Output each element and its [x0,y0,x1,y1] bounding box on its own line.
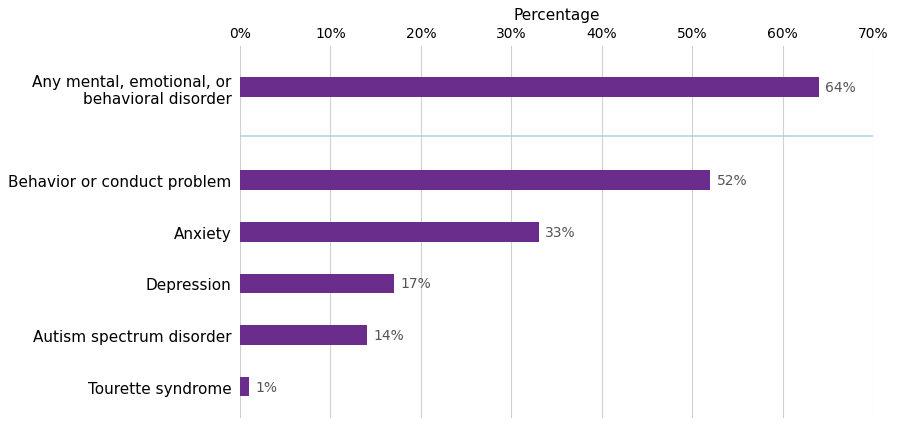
Text: 64%: 64% [825,81,856,95]
X-axis label: Percentage: Percentage [513,9,600,23]
Bar [239,222,538,242]
Text: 1%: 1% [256,380,277,394]
Text: 17%: 17% [400,277,431,291]
Text: 14%: 14% [373,328,404,342]
Bar [239,325,367,345]
Text: 52%: 52% [717,174,747,188]
Bar [239,377,249,397]
Text: 33%: 33% [544,225,576,239]
Bar [239,171,710,190]
Bar [239,274,394,294]
Bar [239,78,819,98]
